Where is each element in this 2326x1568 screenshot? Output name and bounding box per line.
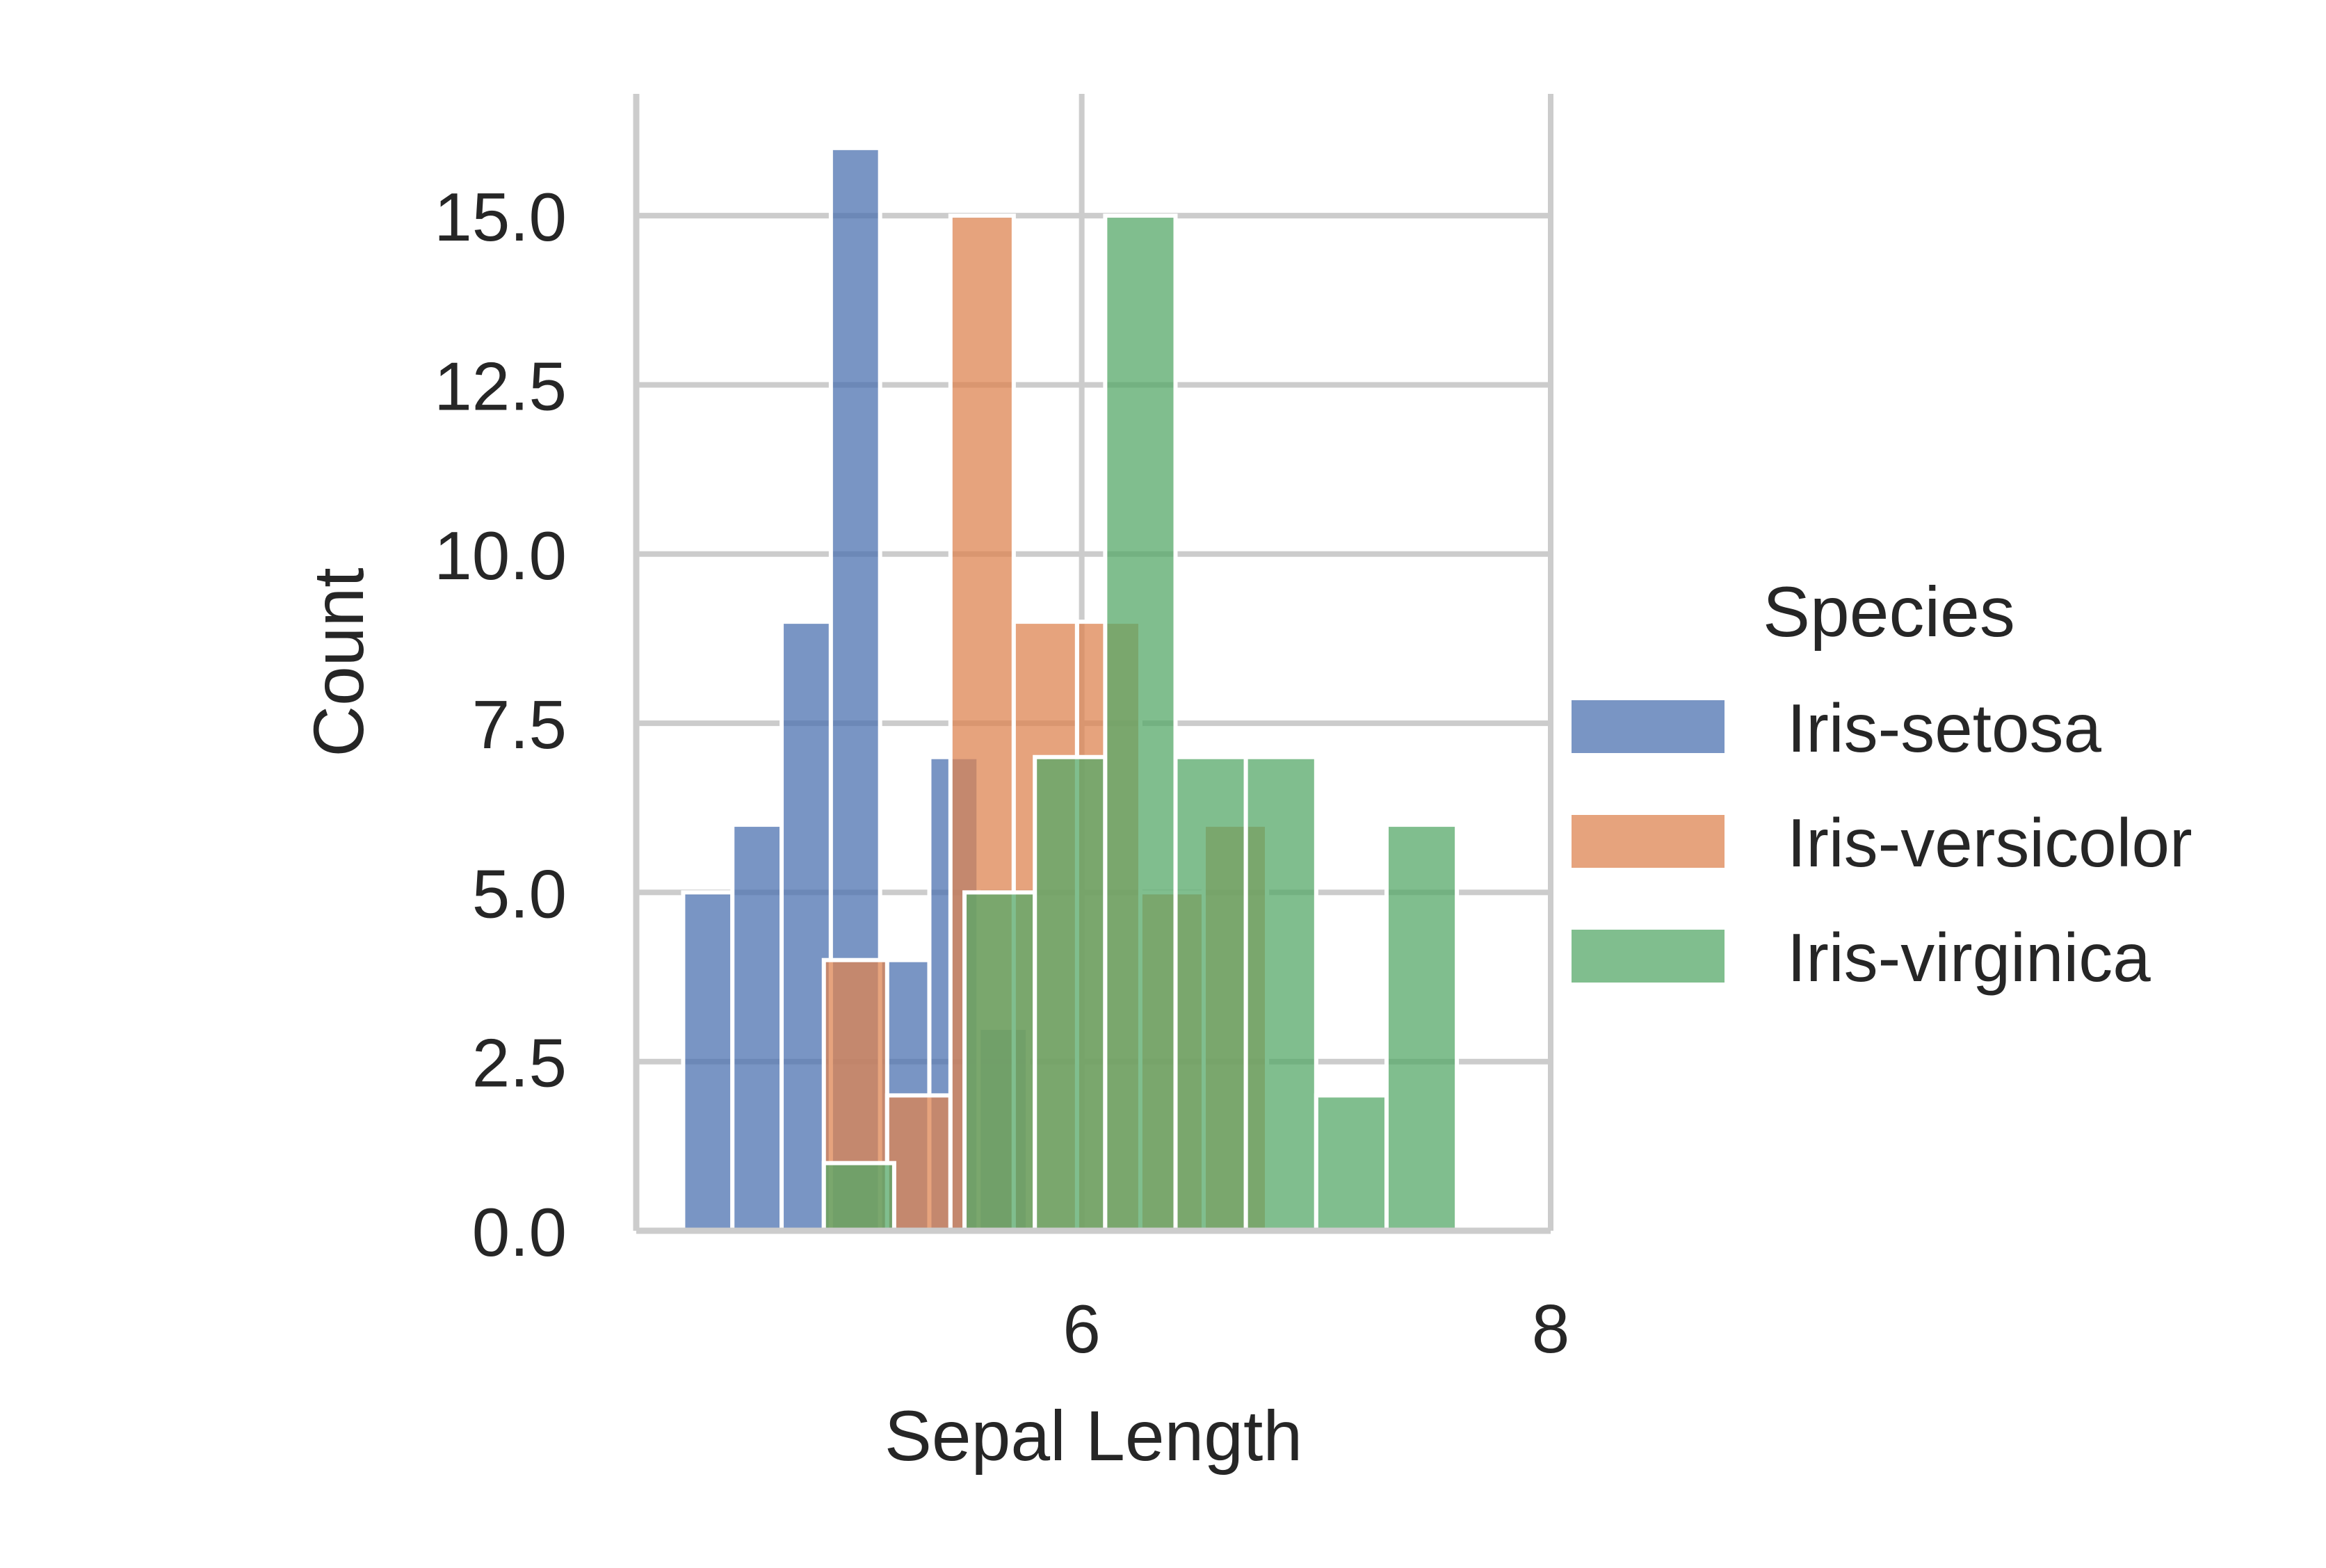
legend-swatch	[1572, 700, 1725, 753]
y-tick-label: 15.0	[434, 179, 567, 255]
histogram-bar-iris-virginica	[1173, 754, 1248, 1233]
histogram-bar-iris-virginica	[1103, 213, 1178, 1233]
legend-items: Iris-setosa Iris-versicolor Iris-virginica	[1572, 690, 2192, 996]
y-tick-label: 5.0	[472, 855, 567, 932]
histogram-bar-iris-virginica	[1384, 823, 1460, 1233]
histogram-bar-iris-setosa	[681, 890, 735, 1233]
y-tick-label: 10.0	[434, 517, 567, 594]
legend-label: Iris-virginica	[1787, 919, 2151, 996]
tick-labels: 0.0 2.5 5.0 7.5 10.0 12.5 15.0 6 8	[434, 179, 1569, 1367]
histogram-bar-iris-virginica	[962, 890, 1037, 1233]
legend: Species Iris-setosa Iris-versicolor Iris-v…	[1572, 572, 2192, 996]
x-tick-label: 8	[1532, 1291, 1570, 1367]
histogram-bar-iris-versicolor	[885, 1093, 953, 1234]
histogram-bar-iris-virginica	[1033, 754, 1108, 1233]
histogram-bar-iris-virginica	[1314, 1093, 1389, 1234]
y-axis-label: Count	[299, 567, 378, 757]
histogram-bar-iris-virginica	[821, 1161, 896, 1234]
legend-label: Iris-versicolor	[1787, 805, 2192, 881]
legend-swatch	[1572, 930, 1725, 983]
histogram-bars	[681, 145, 1460, 1234]
y-tick-label: 7.5	[472, 686, 567, 763]
x-tick-label: 6	[1063, 1291, 1101, 1367]
y-tick-label: 2.5	[472, 1025, 567, 1101]
axes	[633, 94, 1551, 1234]
histogram-bar-iris-virginica	[1243, 754, 1318, 1233]
histogram-bar-iris-setosa	[730, 823, 784, 1233]
legend-swatch	[1572, 815, 1725, 868]
legend-title: Species	[1763, 572, 2015, 652]
legend-label: Iris-setosa	[1787, 690, 2102, 766]
x-axis-label: Sepal Length	[885, 1396, 1302, 1476]
y-tick-label: 12.5	[434, 348, 567, 424]
y-tick-label: 0.0	[472, 1194, 567, 1270]
